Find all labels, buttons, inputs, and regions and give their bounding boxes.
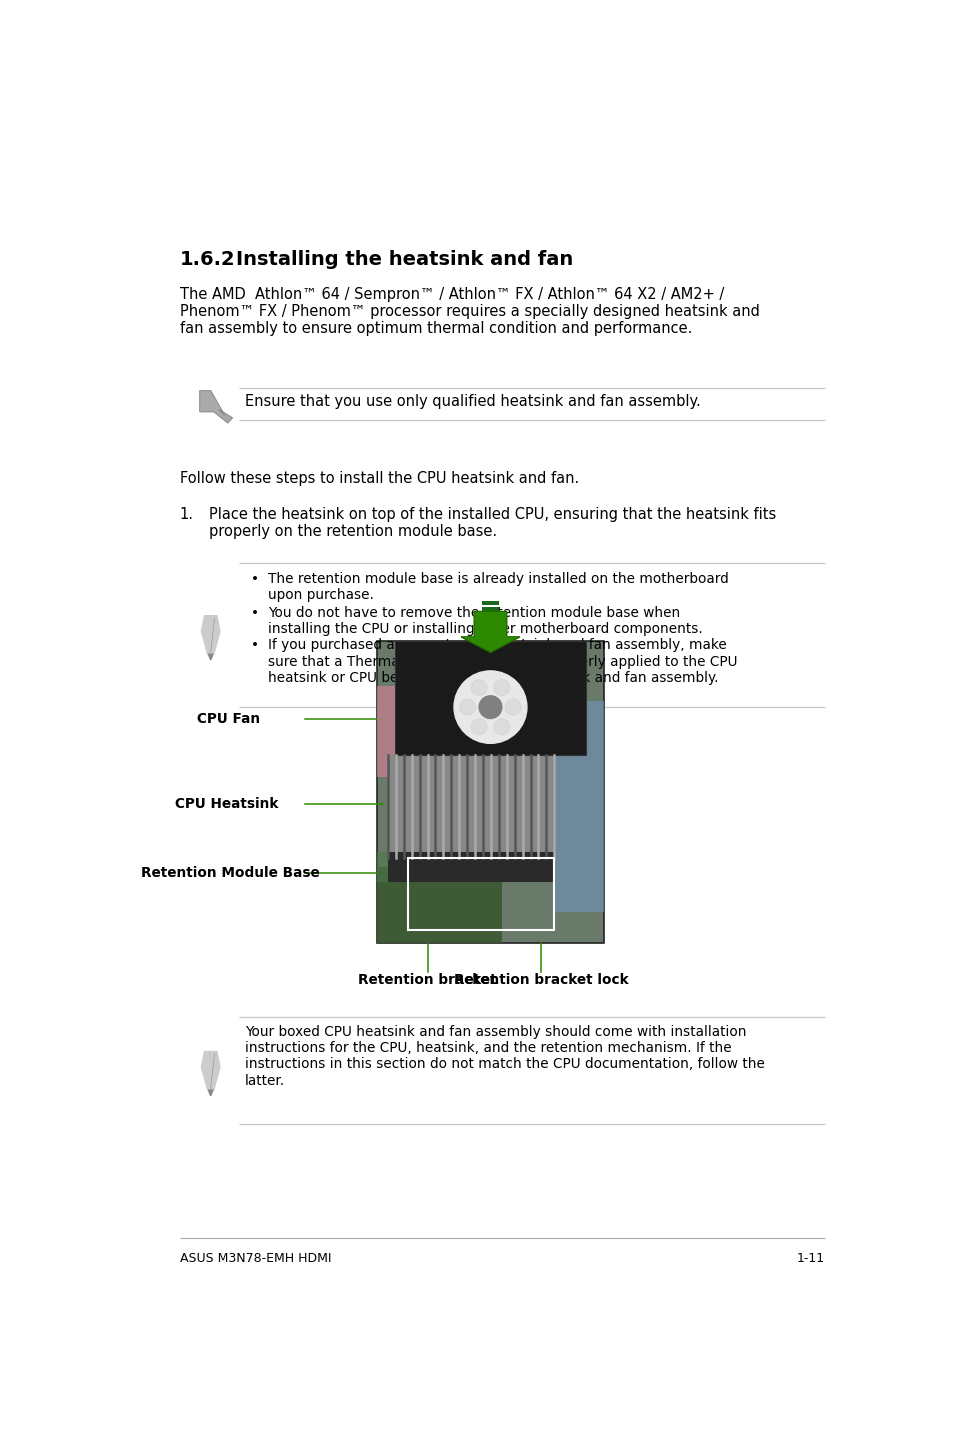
Text: The retention module base is already installed on the motherboard
upon purchase.: The retention module base is already ins… [268, 572, 728, 603]
Text: Retention bracket: Retention bracket [358, 974, 497, 988]
Text: CPU Fan: CPU Fan [196, 712, 259, 726]
Text: Place the heatsink on top of the installed CPU, ensuring that the heatsink fits
: Place the heatsink on top of the install… [209, 506, 776, 539]
Circle shape [494, 719, 509, 735]
Bar [408, 858, 554, 930]
Text: 1.6.2: 1.6.2 [179, 250, 235, 269]
Bar [388, 755, 554, 858]
Text: Retention Module Base: Retention Module Base [141, 866, 319, 880]
Polygon shape [201, 1051, 220, 1090]
Bar [376, 867, 501, 942]
Bar [481, 607, 498, 611]
Text: CPU Heatsink: CPU Heatsink [174, 797, 278, 811]
Text: Retention bracket lock: Retention bracket lock [453, 974, 627, 988]
Text: Your boxed CPU heatsink and fan assembly should come with installation
instructi: Your boxed CPU heatsink and fan assembly… [245, 1025, 764, 1087]
Text: •: • [251, 605, 258, 620]
Bar [388, 851, 554, 881]
Circle shape [494, 680, 509, 696]
Polygon shape [201, 615, 220, 654]
Bar [395, 641, 585, 755]
Text: •: • [251, 572, 258, 587]
Circle shape [478, 696, 501, 719]
Circle shape [471, 719, 487, 735]
Polygon shape [208, 654, 213, 660]
Bar [376, 851, 524, 881]
Polygon shape [208, 1090, 213, 1096]
Bar [481, 601, 498, 605]
Circle shape [505, 699, 520, 715]
Circle shape [454, 672, 526, 743]
Circle shape [459, 699, 476, 715]
Bar [554, 702, 604, 912]
Polygon shape [460, 611, 519, 653]
Text: If you purchased a separate CPU heatsink and fan assembly, make
sure that a Ther: If you purchased a separate CPU heatsink… [268, 638, 737, 684]
Text: 1.: 1. [179, 506, 193, 522]
Text: 1-11: 1-11 [796, 1251, 823, 1265]
Text: Ensure that you use only qualified heatsink and fan assembly.: Ensure that you use only qualified heats… [245, 394, 700, 408]
Bar [376, 641, 604, 942]
Text: The AMD  Athlon™ 64 / Sempron™ / Athlon™ FX / Athlon™ 64 X2 / AM2+ /
Phenom™ FX : The AMD Athlon™ 64 / Sempron™ / Athlon™ … [179, 286, 759, 336]
Text: Follow these steps to install the CPU heatsink and fan.: Follow these steps to install the CPU he… [179, 472, 578, 486]
Polygon shape [199, 391, 233, 423]
Text: Installing the heatsink and fan: Installing the heatsink and fan [235, 250, 572, 269]
Text: •: • [251, 638, 258, 653]
Text: ASUS M3N78-EMH HDMI: ASUS M3N78-EMH HDMI [179, 1251, 331, 1265]
Bar [376, 686, 421, 777]
Text: You do not have to remove the retention module base when
installing the CPU or i: You do not have to remove the retention … [268, 605, 702, 636]
Circle shape [471, 680, 487, 696]
